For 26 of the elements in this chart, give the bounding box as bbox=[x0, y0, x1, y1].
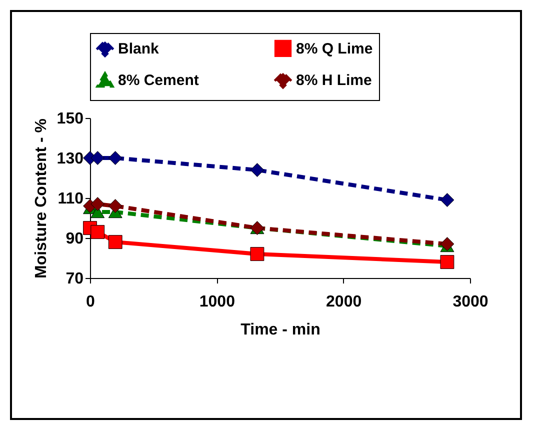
point bbox=[440, 193, 454, 207]
y-axis-title: Moisture Content - % bbox=[32, 118, 50, 278]
y-tick-label: 90 bbox=[66, 230, 84, 248]
x-tick-label: 1000 bbox=[199, 294, 236, 310]
point bbox=[440, 255, 454, 269]
x-tick-label: 3000 bbox=[452, 294, 488, 310]
x-axis-title: Time - min bbox=[240, 322, 320, 338]
y-tick-label: 150 bbox=[56, 110, 84, 128]
point bbox=[250, 163, 264, 177]
legend-label: 8% Cement bbox=[118, 72, 199, 89]
point bbox=[250, 247, 264, 261]
legend-label: 8% Q Lime bbox=[296, 40, 373, 58]
x-tick-label: 2000 bbox=[326, 294, 362, 310]
y-tick-label: 110 bbox=[58, 190, 84, 208]
y-tick-label: 70 bbox=[66, 270, 84, 288]
point bbox=[440, 237, 454, 251]
x-tick-label: 0 bbox=[86, 294, 96, 310]
point bbox=[90, 197, 105, 211]
point bbox=[90, 225, 105, 239]
point bbox=[108, 235, 122, 249]
y-tick-label: 130 bbox=[56, 150, 84, 168]
legend-label: Blank bbox=[118, 40, 160, 58]
point bbox=[108, 199, 122, 213]
legend-label: 8% H Lime bbox=[296, 72, 372, 89]
point bbox=[90, 151, 105, 165]
point bbox=[108, 151, 122, 165]
